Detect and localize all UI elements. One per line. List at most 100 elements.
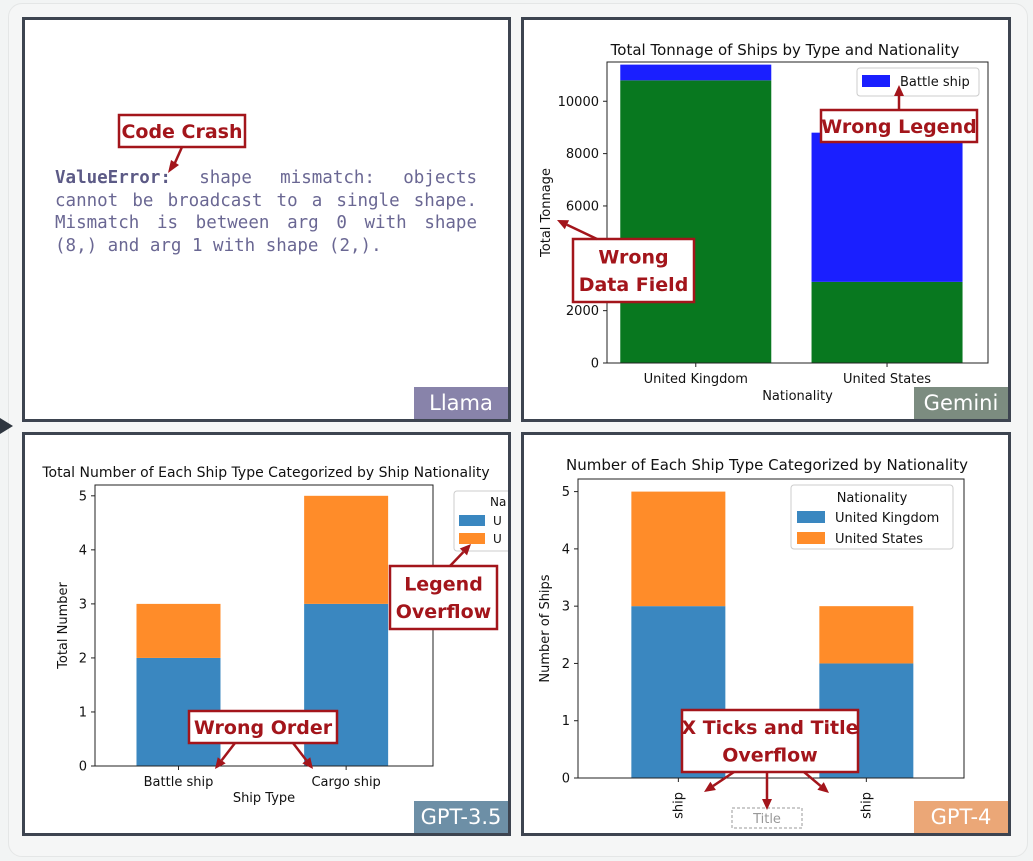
- ticks-overflow-center-arrowhead: [762, 799, 772, 810]
- wrong-data-field-label: Data Field: [579, 274, 689, 296]
- y-tick-label: 5: [79, 489, 87, 504]
- ticks-overflow-label: Overflow: [722, 745, 817, 767]
- wrong-data-field-label: Wrong: [598, 247, 668, 269]
- x-tick-label: Battle ship: [144, 775, 214, 790]
- y-tick-label: 2000: [566, 304, 599, 319]
- legend-swatch: [862, 75, 890, 87]
- error-message: shape mismatch: objects cannot be broadc…: [55, 168, 477, 256]
- gpt35-tag-label: GPT-3.5: [420, 805, 502, 829]
- code-crash-box: [117, 113, 247, 149]
- y-tick-label: 10000: [558, 95, 599, 110]
- chart-title: Total Tonnage of Ships by Type and Natio…: [610, 41, 960, 59]
- side-arrow-icon: [0, 418, 13, 434]
- wrong-data-field-arrowhead: [557, 220, 570, 230]
- x-tick-label: United States: [843, 372, 931, 387]
- bar-segment: [620, 64, 772, 81]
- legend-title: Na: [490, 495, 506, 509]
- x-axis-label: Ship Type: [233, 791, 295, 806]
- x-tick-label: United Kingdom: [644, 372, 748, 387]
- gpt35-tag: GPT-3.5: [414, 801, 508, 833]
- legend-overflow-label: Overflow: [396, 601, 491, 623]
- legend-swatch: [797, 511, 825, 523]
- gpt35-panel: Total Number of Each Ship Type Categoriz…: [22, 432, 511, 836]
- y-tick-label: 0: [79, 760, 87, 775]
- llama-annotation-layer: Code Crash: [117, 113, 247, 173]
- bar-segment: [620, 80, 772, 363]
- ticks-overflow-right-arrowhead: [817, 782, 829, 793]
- title-placeholder: Title: [752, 812, 781, 827]
- legend-swatch: [459, 533, 485, 544]
- wrong-legend-label: Wrong Legend: [821, 116, 976, 138]
- y-tick-label: 4: [562, 542, 570, 557]
- ticks-overflow-left-arrow: [712, 770, 735, 787]
- y-tick-label: 3: [562, 600, 570, 615]
- y-axis-label: Total Tonnage: [539, 168, 554, 258]
- legend-label: United Kingdom: [835, 511, 939, 526]
- legend-swatch: [459, 515, 485, 526]
- y-tick-label: 0: [562, 772, 570, 787]
- llama-tag: Llama: [414, 387, 508, 419]
- plot-frame: [577, 478, 965, 779]
- chart-title: Total Number of Each Ship Type Categoriz…: [41, 465, 489, 481]
- x-axis-label: Nationality: [762, 389, 833, 404]
- ticks-overflow-box: [680, 708, 860, 774]
- gpt35-chart: Total Number of Each Ship Type Categoriz…: [41, 465, 508, 806]
- plot-frame: [606, 61, 989, 364]
- y-tick-label: 4: [79, 543, 87, 558]
- legend-label: U: [493, 532, 502, 546]
- bar-segment: [811, 132, 963, 282]
- chart-title: Number of Each Ship Type Categorized by …: [566, 456, 968, 474]
- x-tick-label: ship: [671, 792, 686, 819]
- bar-segment: [811, 281, 963, 363]
- wrong-data-field-box: [571, 237, 696, 304]
- wrong-order-label: Wrong Order: [194, 717, 333, 739]
- legend-overflow-label: Legend: [404, 574, 483, 596]
- legend-label: Battle ship: [900, 75, 970, 90]
- ticks-overflow-label: X Ticks and Title: [681, 717, 858, 739]
- legend-label: U: [493, 514, 502, 528]
- legend-overflow-arrowhead: [459, 544, 471, 556]
- y-tick-label: 1: [79, 705, 87, 720]
- legend-title: Nationality: [837, 491, 908, 506]
- bar-segment: [136, 603, 221, 658]
- y-tick-label: 0: [591, 357, 599, 372]
- y-axis-label: Total Number: [56, 581, 71, 669]
- y-axis-label: Number of Ships: [538, 574, 553, 682]
- legend-label: United States: [835, 532, 923, 547]
- ticks-overflow-right-arrow: [803, 771, 822, 787]
- gpt4-chart: Number of Each Ship Type Categorized by …: [538, 456, 968, 829]
- code-crash-arrow: [172, 146, 184, 166]
- bar-segment: [819, 606, 914, 664]
- y-tick-label: 1: [562, 714, 570, 729]
- gemini-tag: Gemini: [914, 387, 1008, 419]
- code-crash-arrowhead: [168, 160, 179, 173]
- code-crash-label: Code Crash: [121, 121, 242, 143]
- y-tick-label: 3: [79, 597, 87, 612]
- llama-panel: ValueError: shape mismatch: objects cann…: [22, 17, 511, 422]
- legend-overflow-arrow: [449, 551, 465, 567]
- wrong-order-left-arrow: [220, 742, 236, 762]
- legend-box: [790, 484, 954, 550]
- gpt4-panel: Number of Each Ship Type Categorized by …: [521, 432, 1011, 836]
- y-tick-label: 2: [562, 657, 570, 672]
- legend-overflow-box: [388, 564, 499, 631]
- bar-segment: [304, 495, 389, 604]
- wrong-legend-arrowhead: [894, 85, 904, 96]
- gemini-panel: Total Tonnage of Ships by Type and Natio…: [521, 17, 1011, 422]
- llama-tag-label: Llama: [429, 391, 493, 415]
- wrong-order-right-arrow: [292, 742, 308, 762]
- gpt4-tag-label: GPT-4: [930, 805, 992, 829]
- ticks-overflow-left-arrowhead: [704, 781, 716, 792]
- y-tick-label: 2: [79, 651, 87, 666]
- gpt4-tag: GPT-4: [914, 801, 1008, 833]
- x-tick-label: Cargo ship: [311, 775, 380, 790]
- legend-swatch: [797, 532, 825, 544]
- x-tick-label: ship: [859, 792, 874, 819]
- y-tick-label: 5: [562, 485, 570, 500]
- error-type: ValueError:: [55, 168, 171, 188]
- wrong-order-box: [187, 709, 339, 745]
- gemini-tag-label: Gemini: [923, 391, 999, 415]
- y-tick-label: 8000: [566, 147, 599, 162]
- wrong-order-right-arrowhead: [302, 757, 313, 769]
- bar-segment: [631, 491, 726, 607]
